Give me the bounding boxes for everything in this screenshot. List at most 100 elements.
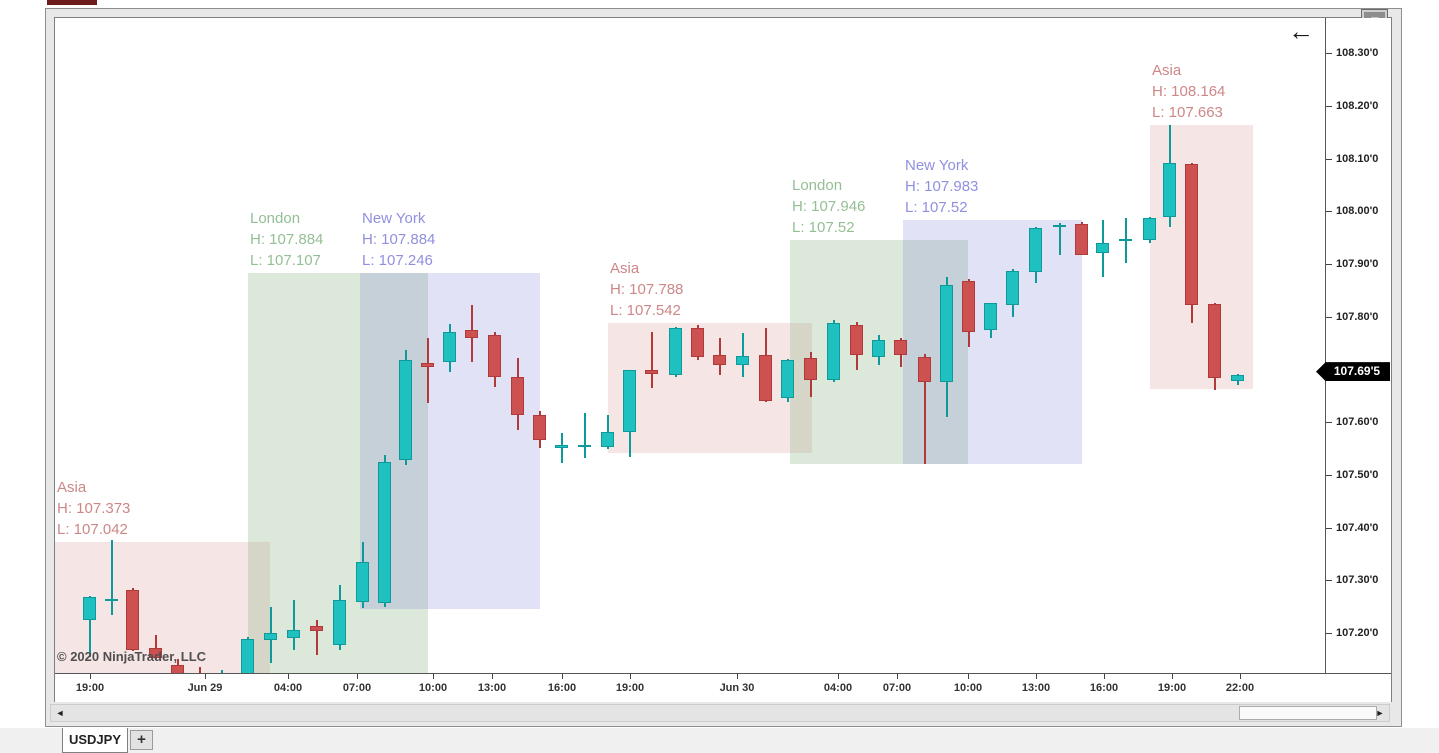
price-tick	[1326, 474, 1332, 476]
candle-wick	[111, 540, 113, 616]
session-high: H: 107.884	[250, 230, 324, 248]
time-axis[interactable]: 19:00 Jun 29 04:00 07:00 10:00 13:00 16:00 19:0…	[55, 673, 1391, 702]
time-tick-label: 10:00	[953, 682, 983, 694]
time-tick	[630, 674, 631, 679]
session-name: New York	[362, 209, 426, 227]
candle-body	[443, 332, 456, 363]
candle-body	[623, 370, 636, 433]
time-tick-label: 13:00	[1021, 682, 1051, 694]
candle-body	[555, 445, 568, 448]
candle-body	[1163, 162, 1176, 217]
time-tick	[357, 674, 358, 679]
candle-body	[1231, 374, 1244, 382]
session-low: L: 107.542	[610, 302, 681, 320]
session-high: H: 107.788	[610, 281, 684, 299]
add-tab-button[interactable]: +	[130, 730, 153, 750]
session-low: L: 107.107	[250, 251, 321, 269]
candle-body	[736, 355, 749, 365]
session-box-ny	[903, 220, 1082, 465]
candle-body	[894, 339, 907, 356]
session-name: Asia	[1152, 61, 1182, 79]
candle-body	[918, 356, 931, 383]
price-tick-label: 107.20'0	[1336, 627, 1379, 639]
time-tick	[288, 674, 289, 679]
current-price-badge: 107.69'5	[1316, 362, 1390, 382]
price-tick-label: 108.10'0	[1336, 152, 1379, 165]
session-labels-layer: Asia H: 107.373 L: 107.042 London H: 107.884…	[55, 18, 1325, 673]
candle-wick	[742, 333, 744, 377]
candle-body	[759, 355, 772, 402]
candle-wick	[651, 332, 653, 388]
price-tick	[1326, 53, 1332, 55]
scroll-left-icon[interactable]: ◄	[55, 708, 65, 718]
session-label-asia: Asia H: 107.788 L: 107.542	[610, 258, 683, 321]
candle-body	[691, 327, 704, 357]
candle-body	[1119, 238, 1132, 241]
price-tick-label: 107.50'0	[1336, 468, 1379, 481]
candles-layer	[55, 18, 1325, 673]
scroll-right-icon[interactable]: ►	[1375, 708, 1385, 718]
price-tick-label: 107.30'0	[1336, 574, 1379, 587]
price-tick-label: 107.80'0	[1336, 310, 1379, 323]
candle-body	[533, 414, 546, 441]
candle-body	[1143, 217, 1156, 240]
candle-body	[713, 355, 726, 366]
back-arrow-icon[interactable]: ←	[1288, 16, 1314, 46]
candle-wick	[316, 619, 318, 656]
session-low: L: 107.246	[362, 251, 433, 269]
session-name: London	[250, 209, 301, 227]
time-tick	[492, 674, 493, 679]
price-tick-label: 107.90'0	[1336, 258, 1379, 271]
price-tick	[1326, 211, 1332, 213]
session-high: H: 108.164	[1152, 82, 1226, 100]
candle-body	[962, 280, 975, 332]
time-tick-label: Jun 30	[719, 682, 755, 694]
tab-usdjpy[interactable]: USDJPY	[62, 728, 128, 753]
candle-body	[827, 323, 840, 381]
time-tick-label: 19:00	[615, 682, 645, 694]
candle-body	[511, 376, 524, 415]
time-tick	[737, 674, 738, 679]
time-tick-label: 16:00	[1089, 682, 1119, 694]
candle-body	[126, 589, 139, 650]
candle-wick	[221, 669, 223, 673]
candle-body	[601, 432, 614, 447]
horizontal-scrollbar[interactable]: ◄ ►	[50, 704, 1390, 722]
session-name: New York	[905, 157, 969, 175]
candle-body	[356, 561, 369, 602]
price-tick-label: 108.20'0	[1336, 100, 1379, 112]
time-tick	[1104, 674, 1105, 679]
session-name: Asia	[57, 478, 87, 496]
candle-body	[984, 303, 997, 330]
candle-body	[421, 363, 434, 367]
session-label-ny: New York H: 107.983 L: 107.52	[905, 155, 978, 218]
session-label-asia: Asia H: 108.164 L: 107.663	[1152, 60, 1225, 123]
time-tick-label: 04:00	[273, 682, 303, 694]
time-tick	[90, 674, 91, 679]
time-tick	[838, 674, 839, 679]
price-axis[interactable]: 108.30'0 108.20'0 108.10'0 108.00'0 107.90'0…	[1325, 18, 1391, 673]
chart-plot-area[interactable]: Asia H: 107.373 L: 107.042 London H: 107.884…	[55, 18, 1325, 673]
time-tick	[1036, 674, 1037, 679]
time-tick-label: 10:00	[418, 682, 448, 694]
candle-wick	[89, 596, 91, 657]
candle-body	[1096, 243, 1109, 254]
scrollbar-thumb[interactable]	[1239, 706, 1377, 720]
session-high: H: 107.884	[362, 230, 436, 248]
session-label-ny: New York H: 107.884 L: 107.246	[362, 208, 435, 271]
session-name: Asia	[610, 260, 640, 278]
session-label-london: London H: 107.946 L: 107.52	[792, 175, 865, 238]
candle-body	[872, 339, 885, 357]
candle-body	[804, 357, 817, 381]
time-tick	[897, 674, 898, 679]
candle-wick	[427, 337, 429, 404]
price-tick	[1326, 158, 1332, 160]
session-low: L: 107.52	[905, 199, 968, 217]
price-tick	[1326, 264, 1332, 266]
time-tick-label: Jun 29	[187, 682, 223, 694]
candle-body	[149, 647, 162, 658]
time-tick-label: 22:00	[1225, 682, 1255, 694]
price-tick-label: 107.40'0	[1336, 521, 1379, 534]
candle-body	[333, 599, 346, 646]
candle-body	[781, 360, 794, 398]
